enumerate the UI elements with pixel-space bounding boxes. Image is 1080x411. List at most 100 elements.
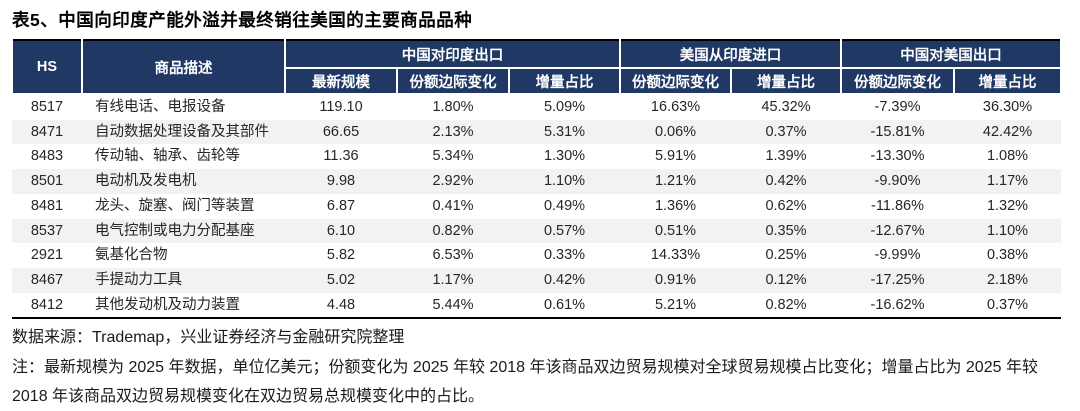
page-title: 表5、中国向印度产能外溢并最终销往美国的主要商品品种 (12, 10, 473, 30)
table-row: 8483 传动轴、轴承、齿轮等 11.36 5.34% 1.30% 5.91% … (12, 144, 1061, 170)
cell-product-desc: 手提动力工具 (95, 271, 182, 288)
cell-latest-scale: 5.82 (326, 247, 356, 264)
cell-increment-share-china-us: 1.32% (986, 197, 1029, 214)
cell-latest-scale: 119.10 (319, 99, 363, 115)
group-header-china-to-india: 中国对印度出口 (284, 40, 621, 69)
table-row: 8467 手提动力工具 5.02 1.17% 0.42% 0.91% 0.12%… (12, 267, 1061, 293)
cell-increment-share-china-us: 0.38% (986, 247, 1029, 264)
subheader-share-marginal-change-2: 份额边际变化 (619, 67, 732, 95)
cell-share-marginal-change-china-us: -13.30% (870, 148, 925, 165)
cell-product-desc: 其他发动机及动力装置 (95, 296, 240, 313)
cell-share-marginal-change-china-india: 5.44% (432, 296, 474, 313)
cell-increment-share-us-india: 1.39% (765, 148, 807, 165)
col-header-hs: HS (11, 40, 83, 95)
subheader-latest-scale: 最新规模 (284, 67, 398, 95)
trade-table: HS 商品描述 中国对印度出口 美国从印度进口 中国对美国出口 最新规模 份额边… (11, 39, 1062, 320)
cell-share-marginal-change-china-india: 6.53% (432, 247, 474, 264)
cell-share-marginal-change-china-us: -9.90% (874, 173, 921, 190)
cell-share-marginal-change-us-india: 0.06% (654, 123, 697, 140)
cell-hs-code: 8481 (30, 197, 64, 214)
cell-product-desc: 电动机及发电机 (95, 173, 197, 190)
cell-increment-share-us-india: 0.62% (765, 197, 807, 214)
cell-share-marginal-change-china-india: 0.82% (432, 222, 474, 239)
cell-product-desc: 龙头、旋塞、阀门等装置 (95, 197, 255, 214)
cell-share-marginal-change-china-us: -16.62% (870, 296, 925, 313)
group-header-us-from-india: 美国从印度进口 (619, 40, 842, 69)
cell-product-desc: 有线电话、电报设备 (95, 99, 226, 115)
cell-share-marginal-change-us-india: 5.21% (654, 296, 697, 313)
cell-share-marginal-change-us-india: 16.63% (650, 99, 701, 115)
cell-increment-share-china-us: 2.18% (986, 271, 1029, 288)
cell-hs-code: 2921 (30, 247, 64, 264)
cell-increment-share-us-india: 0.35% (765, 222, 807, 239)
header-group-row: HS 商品描述 中国对印度出口 美国从印度进口 中国对美国出口 (11, 40, 1062, 95)
subheader-increment-share-1: 增量占比 (508, 67, 621, 95)
cell-latest-scale: 6.87 (326, 197, 356, 214)
table-body: 8517 有线电话、电报设备 119.10 1.80% 5.09% 16.63%… (12, 94, 1061, 319)
cell-increment-share-china-india: 1.30% (543, 148, 586, 165)
cell-share-marginal-change-us-india: 5.91% (654, 148, 697, 165)
cell-increment-share-china-us: 42.42% (982, 123, 1033, 140)
cell-increment-share-china-us: 1.08% (986, 148, 1029, 165)
cell-latest-scale: 66.65 (322, 123, 360, 140)
subheader-share-marginal-change-3: 份额边际变化 (840, 67, 955, 95)
cell-latest-scale: 11.36 (323, 148, 359, 165)
cell-share-marginal-change-china-india: 1.80% (432, 99, 474, 115)
cell-latest-scale: 9.98 (326, 173, 356, 190)
table-row: 8481 龙头、旋塞、阀门等装置 6.87 0.41% 0.49% 1.36% … (12, 193, 1061, 219)
cell-share-marginal-change-us-india: 0.91% (654, 271, 697, 288)
cell-increment-share-us-india: 0.42% (765, 173, 807, 190)
table-row: 8537 电气控制或电力分配基座 6.10 0.82% 0.57% 0.51% … (12, 218, 1061, 244)
cell-product-desc: 氨基化合物 (95, 247, 168, 264)
cell-increment-share-china-us: 0.37% (986, 296, 1029, 313)
cell-share-marginal-change-china-india: 2.92% (432, 173, 474, 190)
cell-hs-code: 8471 (30, 123, 64, 140)
cell-share-marginal-change-china-india: 5.34% (432, 148, 474, 165)
table-row: 8412 其他发动机及动力装置 4.48 5.44% 0.61% 5.21% 0… (12, 292, 1061, 319)
cell-share-marginal-change-us-india: 1.21% (654, 173, 697, 190)
cell-share-marginal-change-china-india: 1.17% (432, 271, 474, 288)
cell-share-marginal-change-china-us: -17.25% (870, 271, 925, 288)
data-source-line: 数据来源：Trademap，兴业证券经济与金融研究院整理 (12, 329, 405, 347)
cell-increment-share-china-india: 0.49% (543, 197, 586, 214)
group-header-china-to-us: 中国对美国出口 (840, 40, 1062, 69)
cell-increment-share-us-india: 0.37% (765, 123, 807, 140)
table-footer: 数据来源：Trademap，兴业证券经济与金融研究院整理 注：最新规模为 202… (11, 319, 1070, 411)
subheader-increment-share-3: 增量占比 (953, 67, 1062, 95)
cell-increment-share-china-india: 5.09% (543, 99, 586, 115)
cell-hs-code: 8467 (30, 271, 64, 288)
table-row: 2921 氨基化合物 5.82 6.53% 0.33% 14.33% 0.25%… (12, 243, 1061, 268)
table-row: 8471 自动数据处理设备及其部件 66.65 2.13% 5.31% 0.06… (12, 119, 1061, 145)
cell-increment-share-us-india: 0.12% (765, 271, 807, 288)
cell-share-marginal-change-us-india: 0.51% (654, 222, 697, 239)
cell-increment-share-us-india: 0.25% (765, 247, 807, 264)
subheader-increment-share-2: 增量占比 (730, 67, 842, 95)
header-sub-row: 最新规模 份额边际变化 增量占比 份额边际变化 增量占比 份额边际变化 增量占比 (12, 67, 1062, 95)
cell-increment-share-china-india: 5.31% (543, 123, 586, 140)
table-row: 8501 电动机及发电机 9.98 2.92% 1.10% 1.21% 0.42… (12, 169, 1061, 194)
cell-latest-scale: 5.02 (326, 271, 356, 288)
cell-increment-share-china-us: 1.17% (986, 173, 1029, 190)
cell-increment-share-china-india: 0.42% (543, 271, 586, 288)
cell-share-marginal-change-china-india: 2.13% (432, 123, 474, 140)
subheader-share-marginal-change-1: 份额边际变化 (396, 67, 510, 95)
cell-share-marginal-change-china-us: -15.81% (870, 123, 925, 140)
cell-increment-share-us-india: 0.82% (765, 296, 807, 313)
cell-increment-share-china-us: 1.10% (986, 222, 1029, 239)
cell-share-marginal-change-china-us: -9.99% (874, 247, 921, 264)
footnote: 注：最新规模为 2025 年数据，单位亿美元；份额变化为 2025 年较 201… (12, 359, 1038, 405)
cell-hs-code: 8517 (30, 99, 64, 115)
cell-share-marginal-change-us-india: 1.36% (654, 197, 697, 214)
cell-increment-share-china-us: 36.30% (982, 99, 1033, 115)
cell-share-marginal-change-china-us: -12.67% (870, 222, 925, 239)
cell-latest-scale: 4.48 (326, 296, 356, 313)
col-header-product-desc: 商品描述 (81, 40, 286, 95)
cell-share-marginal-change-us-india: 14.33% (650, 247, 701, 264)
cell-share-marginal-change-china-india: 0.41% (432, 197, 474, 214)
cell-hs-code: 8501 (30, 173, 64, 190)
cell-increment-share-china-india: 0.61% (543, 296, 586, 313)
cell-increment-share-china-india: 0.33% (543, 247, 586, 264)
cell-product-desc: 电气控制或电力分配基座 (95, 222, 255, 239)
cell-latest-scale: 6.10 (326, 222, 356, 239)
